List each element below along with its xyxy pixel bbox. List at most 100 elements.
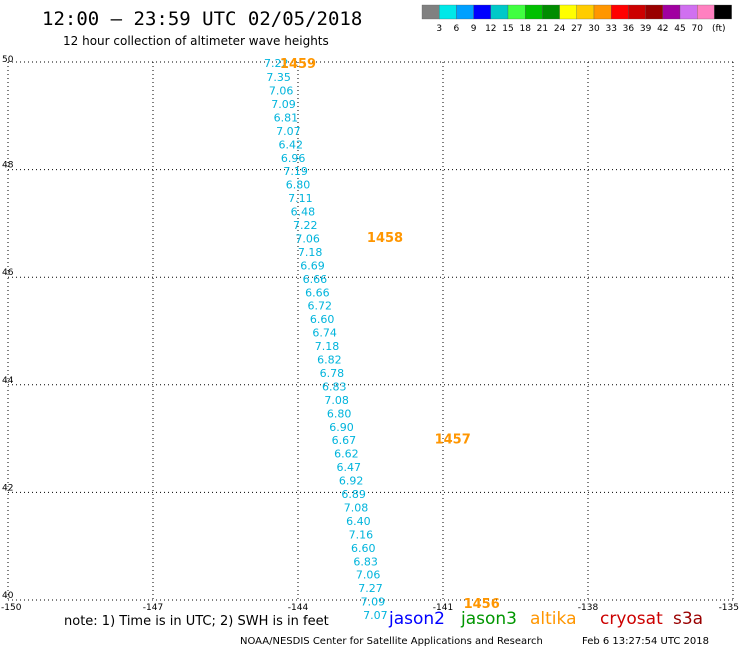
swh-value: 6.78 [320, 367, 345, 380]
swh-value: 6.74 [312, 327, 337, 340]
x-tick-label: -144 [288, 603, 309, 613]
legend-swatch [456, 4, 474, 20]
swh-value: 7.22 [293, 219, 318, 232]
x-axis-ticks: -150 -147 -144 -141 -138 -135 [1, 603, 739, 613]
swh-value: 6.42 [279, 138, 304, 151]
pass-number-labels: 1459 1458 1457 1456 [280, 57, 500, 612]
legend-swatch-label: 45 [674, 24, 685, 34]
legend-swatch-label: 9 [471, 24, 477, 34]
swh-value: 6.60 [310, 313, 335, 326]
legend-swatch-label: 24 [554, 24, 566, 34]
legend-swatch [421, 4, 440, 20]
swh-value: 7.22 [264, 57, 289, 70]
legend-swatch [507, 4, 526, 20]
legend-swatch-label: 36 [623, 24, 635, 34]
swh-value: 7.06 [269, 85, 294, 98]
legend-swatch-label: 6 [454, 24, 460, 34]
sat-s3a: s3a [673, 609, 703, 629]
swh-color-legend: 3 6 9 12 15 18 21 24 27 30 33 36 39 42 45 70 [421, 4, 732, 34]
swh-value: 7.18 [315, 340, 340, 353]
timestamp-text: Feb 6 13:27:54 UTC 2018 [582, 636, 709, 647]
swh-value: 7.06 [356, 569, 381, 582]
swh-value: 7.08 [324, 394, 349, 407]
swh-value: 6.82 [317, 354, 342, 367]
legend-swatch-label: 12 [485, 24, 496, 34]
swh-value: 6.96 [281, 152, 306, 165]
swh-value: 6.90 [329, 421, 354, 434]
legend-swatch [439, 4, 457, 20]
swh-value: 6.40 [346, 515, 371, 528]
legend-swatch [525, 4, 543, 20]
legend-swatch [611, 4, 629, 20]
legend-swatch-label: 39 [640, 24, 652, 34]
pass-label: 1459 [280, 57, 316, 72]
y-tick-label: 40 [2, 591, 14, 601]
legend-swatch [645, 4, 663, 20]
swh-value: 7.16 [349, 528, 374, 541]
chart-subtitle: 12 hour collection of altimeter wave hei… [63, 34, 329, 48]
swh-value: 7.11 [288, 192, 313, 205]
legend-unit: (ft) [712, 24, 726, 34]
swh-value: 6.72 [308, 300, 333, 313]
legend-swatch-label: 18 [519, 24, 531, 34]
legend-swatch [697, 4, 715, 20]
legend-swatch-label: 30 [588, 24, 600, 34]
sat-jason3: jason3 [460, 609, 517, 629]
x-tick-label: -147 [143, 603, 163, 613]
legend-swatch-label: 15 [502, 24, 513, 34]
legend-swatch [714, 4, 732, 20]
legend-swatch [679, 4, 698, 20]
swh-value: 6.83 [353, 555, 378, 568]
swh-value: 6.48 [291, 206, 316, 219]
swh-value: 7.07 [276, 125, 301, 138]
y-tick-label: 50 [2, 55, 14, 65]
sat-jason2: jason2 [388, 609, 445, 629]
swh-value: 7.07 [363, 609, 388, 622]
wave-height-labels: 7.227.357.067.096.817.076.426.967.196.80… [264, 57, 388, 622]
legend-swatch [490, 4, 509, 20]
pass-label: 1456 [464, 597, 500, 612]
legend-swatch-label: 33 [605, 24, 616, 34]
swh-value: 6.66 [303, 273, 328, 286]
legend-swatch [628, 4, 646, 20]
x-tick-label: -138 [578, 603, 599, 613]
swh-value: 7.06 [295, 232, 320, 245]
swh-value: 6.69 [300, 259, 325, 272]
swh-value: 6.66 [305, 286, 330, 299]
credit-text: NOAA/NESDIS Center for Satellite Applica… [240, 636, 543, 647]
swh-value: 6.60 [351, 542, 376, 555]
legend-swatch-label: 42 [657, 24, 668, 34]
legend-swatch [576, 4, 595, 20]
swh-value: 7.35 [266, 71, 291, 84]
swh-value: 6.92 [339, 475, 364, 488]
y-tick-label: 42 [2, 483, 13, 493]
grid [7, 61, 734, 601]
y-axis-ticks: 50 48 46 44 42 40 [2, 55, 14, 601]
pass-label: 1458 [367, 231, 403, 246]
chart-title: 12:00 – 23:59 UTC 02/05/2018 [42, 8, 362, 30]
legend-swatch [593, 4, 612, 20]
legend-swatch-label: 70 [691, 24, 703, 34]
legend-swatch [542, 4, 560, 20]
sat-altika: altika [530, 609, 577, 629]
sat-cryosat: cryosat [600, 609, 663, 629]
swh-value: 6.81 [274, 111, 299, 124]
swh-value: 7.09 [361, 596, 386, 609]
swh-value: 6.62 [334, 448, 359, 461]
footer-note: note: 1) Time is in UTC; 2) SWH is in fe… [64, 614, 329, 629]
swh-value: 6.47 [337, 461, 362, 474]
legend-swatch [662, 4, 681, 20]
y-tick-label: 44 [2, 376, 14, 386]
legend-swatch [473, 4, 491, 20]
legend-swatch-label: 21 [537, 24, 548, 34]
satellite-legend: jason2 jason3 altika cryosat s3a [388, 609, 703, 629]
x-tick-label: -135 [719, 603, 739, 613]
swh-value: 7.19 [283, 165, 308, 178]
swh-value: 6.67 [332, 434, 357, 447]
y-tick-label: 46 [2, 268, 14, 278]
pass-label: 1457 [435, 433, 471, 448]
swh-value: 7.08 [344, 501, 369, 514]
swh-value: 6.89 [341, 488, 366, 501]
swh-value: 7.27 [358, 582, 383, 595]
